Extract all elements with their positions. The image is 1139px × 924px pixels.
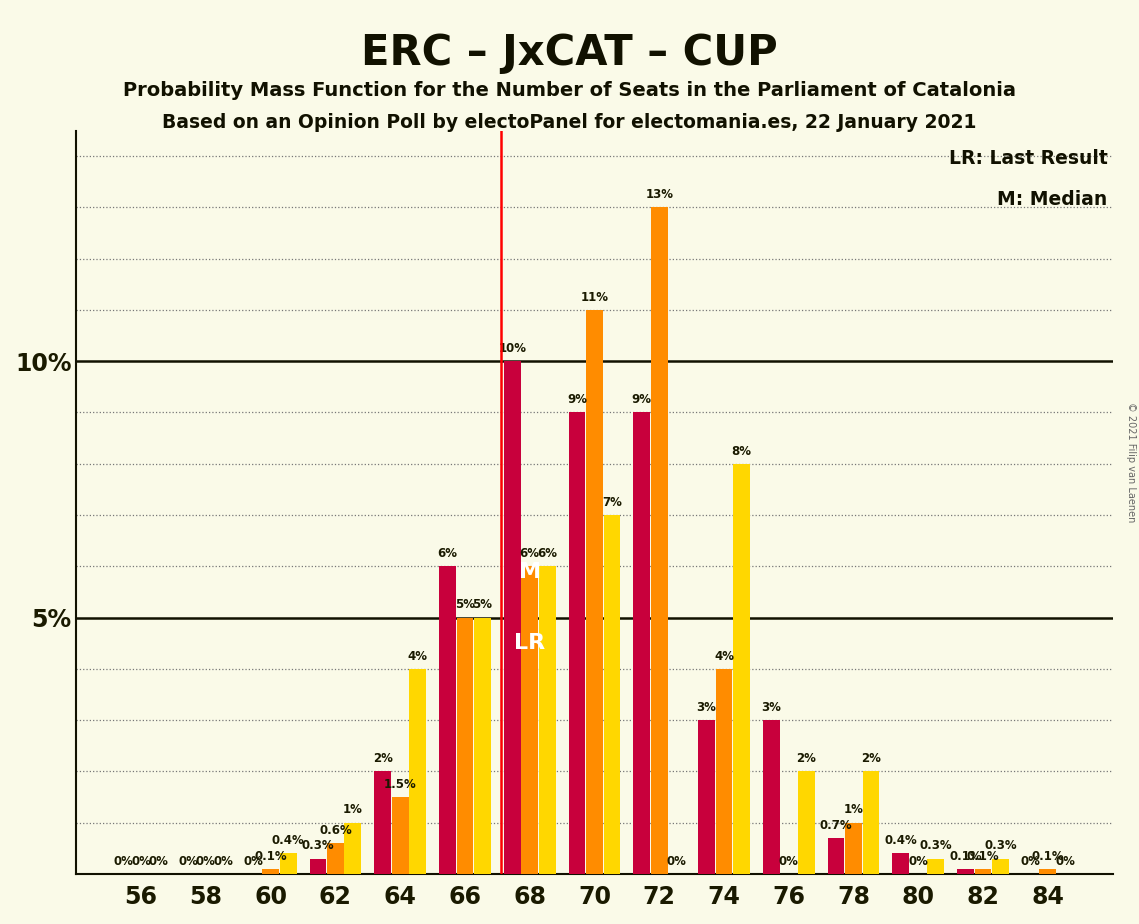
Text: 0%: 0% — [909, 855, 928, 868]
Text: Based on an Opinion Poll by electoPanel for electomania.es, 22 January 2021: Based on an Opinion Poll by electoPanel … — [163, 113, 976, 132]
Text: 1%: 1% — [844, 804, 863, 817]
Text: 3%: 3% — [697, 701, 716, 714]
Text: 9%: 9% — [632, 394, 652, 407]
Bar — [992, 858, 1009, 874]
Bar — [375, 772, 391, 874]
Bar — [893, 854, 909, 874]
Text: 0.4%: 0.4% — [272, 834, 304, 847]
Bar — [845, 822, 862, 874]
Text: 6%: 6% — [538, 547, 557, 560]
Text: M: Median: M: Median — [997, 190, 1107, 209]
Text: 0%: 0% — [1056, 855, 1075, 868]
Text: 0%: 0% — [213, 855, 233, 868]
Text: 0.3%: 0.3% — [984, 839, 1017, 852]
Text: LR: Last Result: LR: Last Result — [949, 149, 1107, 168]
Text: 0%: 0% — [779, 855, 798, 868]
Bar — [522, 566, 538, 874]
Bar — [975, 869, 991, 874]
Bar — [539, 566, 556, 874]
Bar — [392, 797, 409, 874]
Bar — [633, 412, 650, 874]
Bar — [327, 843, 344, 874]
Text: 0.1%: 0.1% — [949, 849, 982, 863]
Text: 7%: 7% — [603, 496, 622, 509]
Bar — [503, 361, 521, 874]
Text: 5%: 5% — [454, 599, 475, 612]
Text: 0.1%: 0.1% — [1032, 849, 1064, 863]
Text: 5%: 5% — [473, 599, 492, 612]
Text: 10%: 10% — [498, 342, 526, 355]
Text: 13%: 13% — [646, 188, 673, 201]
Text: 2%: 2% — [796, 752, 817, 765]
Text: Probability Mass Function for the Number of Seats in the Parliament of Catalonia: Probability Mass Function for the Number… — [123, 81, 1016, 101]
Text: 0.4%: 0.4% — [885, 834, 917, 847]
Text: 1%: 1% — [343, 804, 363, 817]
Bar — [698, 720, 715, 874]
Text: 0%: 0% — [114, 855, 133, 868]
Bar — [650, 207, 667, 874]
Text: LR: LR — [514, 634, 546, 653]
Text: 0%: 0% — [131, 855, 151, 868]
Bar — [439, 566, 456, 874]
Text: 4%: 4% — [714, 650, 734, 663]
Text: 2%: 2% — [372, 752, 393, 765]
Text: 0%: 0% — [196, 855, 215, 868]
Bar — [262, 869, 279, 874]
Text: 0%: 0% — [666, 855, 687, 868]
Text: 0%: 0% — [244, 855, 263, 868]
Text: 1.5%: 1.5% — [384, 778, 417, 791]
Bar — [587, 310, 603, 874]
Text: 0.1%: 0.1% — [254, 849, 287, 863]
Text: © 2021 Filip van Laenen: © 2021 Filip van Laenen — [1126, 402, 1136, 522]
Text: 0.3%: 0.3% — [302, 839, 334, 852]
Text: 2%: 2% — [861, 752, 880, 765]
Bar — [457, 617, 474, 874]
Text: 3%: 3% — [761, 701, 781, 714]
Bar — [797, 772, 814, 874]
Text: 0.7%: 0.7% — [820, 819, 852, 832]
Bar — [568, 412, 585, 874]
Text: 6%: 6% — [437, 547, 458, 560]
Bar — [734, 464, 749, 874]
Text: 0.6%: 0.6% — [319, 824, 352, 837]
Text: 0.1%: 0.1% — [967, 849, 999, 863]
Text: 0%: 0% — [1021, 855, 1040, 868]
Bar — [957, 869, 974, 874]
Bar — [344, 822, 361, 874]
Bar — [862, 772, 879, 874]
Text: 11%: 11% — [581, 291, 608, 304]
Text: ERC – JxCAT – CUP: ERC – JxCAT – CUP — [361, 32, 778, 74]
Text: 6%: 6% — [519, 547, 540, 560]
Text: 4%: 4% — [408, 650, 427, 663]
Bar — [604, 515, 621, 874]
Bar — [927, 858, 944, 874]
Bar — [409, 669, 426, 874]
Bar — [310, 858, 327, 874]
Bar — [280, 854, 296, 874]
Text: 0.3%: 0.3% — [919, 839, 952, 852]
Text: 8%: 8% — [731, 444, 752, 457]
Text: 0%: 0% — [149, 855, 169, 868]
Bar — [763, 720, 780, 874]
Text: 0%: 0% — [179, 855, 198, 868]
Text: 9%: 9% — [567, 394, 587, 407]
Bar — [828, 838, 844, 874]
Bar — [474, 617, 491, 874]
Text: M: M — [518, 562, 541, 582]
Bar — [715, 669, 732, 874]
Bar — [1040, 869, 1056, 874]
